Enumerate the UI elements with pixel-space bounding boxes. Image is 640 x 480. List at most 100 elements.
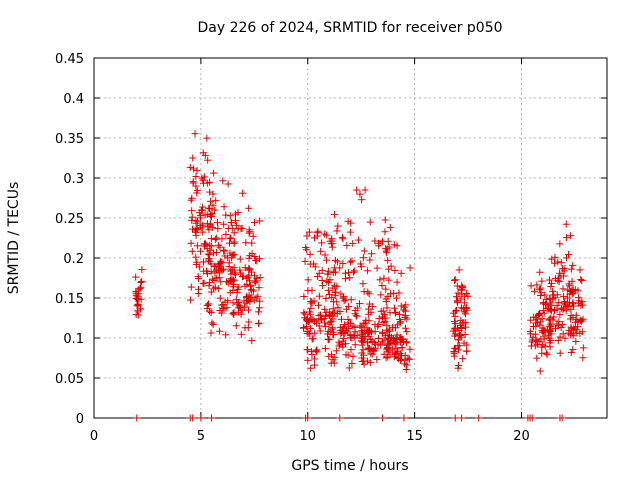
data-point — [536, 367, 544, 375]
data-point — [566, 290, 574, 298]
data-point — [193, 242, 201, 250]
data-point — [190, 165, 198, 173]
data-point — [526, 330, 534, 338]
data-point — [540, 335, 548, 343]
data-point — [394, 321, 402, 329]
data-point — [312, 347, 320, 355]
data-point — [242, 239, 250, 247]
data-point — [211, 235, 219, 243]
data-point — [536, 284, 544, 292]
data-point — [536, 286, 544, 294]
data-point — [216, 266, 224, 274]
data-point — [318, 276, 326, 284]
data-point — [208, 414, 216, 422]
data-point — [543, 351, 551, 359]
data-point — [559, 285, 567, 293]
data-point — [256, 273, 264, 281]
data-point — [328, 235, 336, 243]
data-point — [346, 274, 354, 282]
data-point — [192, 219, 200, 227]
data-point — [563, 294, 571, 302]
data-point — [547, 307, 555, 315]
data-point — [385, 276, 393, 284]
data-point — [459, 355, 467, 363]
data-point — [204, 269, 212, 277]
data-point — [207, 197, 215, 205]
data-point — [385, 243, 393, 251]
data-point — [245, 266, 253, 274]
data-point — [192, 231, 200, 239]
data-point — [475, 414, 483, 422]
data-point — [403, 315, 411, 323]
data-point — [352, 312, 360, 320]
data-point — [379, 319, 387, 327]
data-point — [308, 299, 316, 307]
data-point — [307, 304, 315, 312]
data-point — [527, 342, 535, 350]
data-point — [335, 338, 343, 346]
data-point — [207, 288, 215, 296]
data-point — [361, 332, 369, 340]
data-point — [406, 264, 414, 272]
data-point — [536, 318, 544, 326]
data-point — [206, 205, 214, 213]
data-point — [391, 267, 399, 275]
data-point — [569, 286, 577, 294]
data-point — [356, 190, 364, 198]
data-point — [556, 333, 564, 341]
data-point — [214, 285, 222, 293]
data-point — [386, 223, 394, 231]
data-point — [528, 338, 536, 346]
data-point — [198, 206, 206, 214]
data-point — [355, 236, 363, 244]
x-tick-label: 20 — [513, 429, 530, 444]
data-point — [385, 335, 393, 343]
data-point — [388, 345, 396, 353]
x-tick-label: 5 — [197, 429, 205, 444]
data-point — [336, 307, 344, 315]
data-point — [204, 250, 212, 258]
data-point — [195, 263, 203, 271]
data-point — [300, 293, 308, 301]
data-point — [197, 224, 205, 232]
x-axis-title: GPS time / hours — [291, 458, 408, 474]
data-point — [380, 350, 388, 358]
data-point — [226, 249, 234, 257]
data-point — [349, 268, 357, 276]
data-point — [196, 212, 204, 220]
data-point — [192, 253, 200, 261]
data-point — [366, 359, 374, 367]
data-point — [134, 311, 142, 319]
data-point — [364, 305, 372, 313]
data-point — [193, 226, 201, 234]
data-point — [396, 356, 404, 364]
data-point — [211, 206, 219, 214]
data-point — [345, 302, 353, 310]
data-point — [200, 267, 208, 275]
data-point — [301, 257, 309, 265]
data-point — [208, 224, 216, 232]
data-point — [249, 232, 257, 240]
data-point — [576, 266, 584, 274]
data-point — [304, 287, 312, 295]
data-point — [387, 290, 395, 298]
data-point — [209, 201, 217, 209]
data-point — [306, 317, 314, 325]
data-point — [338, 233, 346, 241]
data-point — [255, 319, 263, 327]
data-point — [229, 276, 237, 284]
data-point — [536, 309, 544, 317]
data-point — [311, 361, 319, 369]
data-point — [304, 414, 312, 422]
data-point — [342, 351, 350, 359]
data-point — [236, 266, 244, 274]
data-point — [254, 292, 262, 300]
data-point — [200, 258, 208, 266]
data-point — [137, 305, 145, 313]
data-point — [210, 263, 218, 271]
y-tick-label: 0.1 — [63, 332, 84, 347]
data-point — [138, 266, 146, 274]
data-point — [208, 212, 216, 220]
data-point — [211, 262, 219, 270]
data-point — [347, 346, 355, 354]
